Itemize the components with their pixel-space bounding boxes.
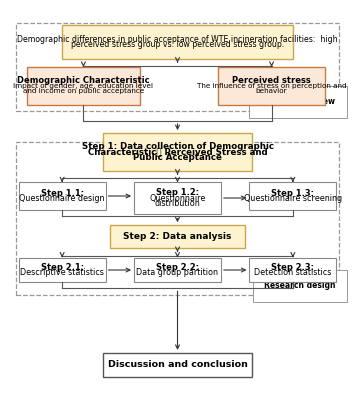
Text: Step 2.2:: Step 2.2: — [156, 263, 199, 272]
Text: perceived stress group vs. low perceived stress group.: perceived stress group vs. low perceived… — [71, 40, 284, 49]
Bar — [18, 182, 106, 210]
Text: Detection statistics: Detection statistics — [254, 268, 332, 277]
Text: Demographic differences in public acceptance of WTE incineration facilities:  hi: Demographic differences in public accept… — [17, 35, 338, 44]
Bar — [249, 182, 336, 210]
Bar — [27, 67, 140, 105]
Text: Questionnaire design: Questionnaire design — [20, 194, 105, 203]
Text: Step 1.2:: Step 1.2: — [156, 188, 199, 197]
Text: Step 2: Data analysis: Step 2: Data analysis — [123, 232, 232, 241]
Bar — [103, 353, 252, 377]
Text: Public Acceptance: Public Acceptance — [133, 153, 222, 162]
Text: Step 2.1:: Step 2.1: — [40, 263, 84, 272]
Bar — [134, 258, 221, 282]
Text: distribution: distribution — [155, 199, 200, 208]
Text: Questionnaire screening: Questionnaire screening — [244, 194, 342, 203]
Bar — [103, 133, 252, 171]
Text: Characteristic、 Perceived Stress and: Characteristic、 Perceived Stress and — [88, 148, 267, 156]
Text: and income on public acceptance: and income on public acceptance — [23, 88, 144, 94]
Text: Demographic Characteristic: Demographic Characteristic — [17, 76, 150, 85]
Bar — [18, 258, 106, 282]
Bar — [62, 25, 293, 59]
Text: Discussion and conclusion: Discussion and conclusion — [108, 360, 247, 369]
Text: Literature review: Literature review — [261, 97, 335, 106]
Text: Step 1: Data collection of Demographic: Step 1: Data collection of Demographic — [82, 142, 273, 151]
Text: Research design: Research design — [264, 282, 335, 290]
Text: Impact of gender, age, education level: Impact of gender, age, education level — [13, 83, 153, 89]
Bar — [134, 182, 221, 214]
Text: Descriptive statistics: Descriptive statistics — [20, 268, 104, 277]
Text: behavior: behavior — [256, 88, 288, 94]
Bar — [218, 67, 325, 105]
Bar — [16, 23, 339, 111]
Text: Step 1.1:: Step 1.1: — [40, 189, 84, 198]
Text: Step 2.3:: Step 2.3: — [271, 263, 315, 272]
Text: Data group partition: Data group partition — [137, 268, 218, 277]
Bar — [110, 225, 245, 248]
Bar — [249, 258, 336, 282]
Bar — [16, 142, 339, 295]
Text: Perceived stress: Perceived stress — [232, 76, 311, 85]
Text: The influence of stress on perception and: The influence of stress on perception an… — [197, 83, 346, 89]
Text: Questionnaire: Questionnaire — [149, 194, 206, 202]
Text: Step 1.3:: Step 1.3: — [271, 189, 315, 198]
